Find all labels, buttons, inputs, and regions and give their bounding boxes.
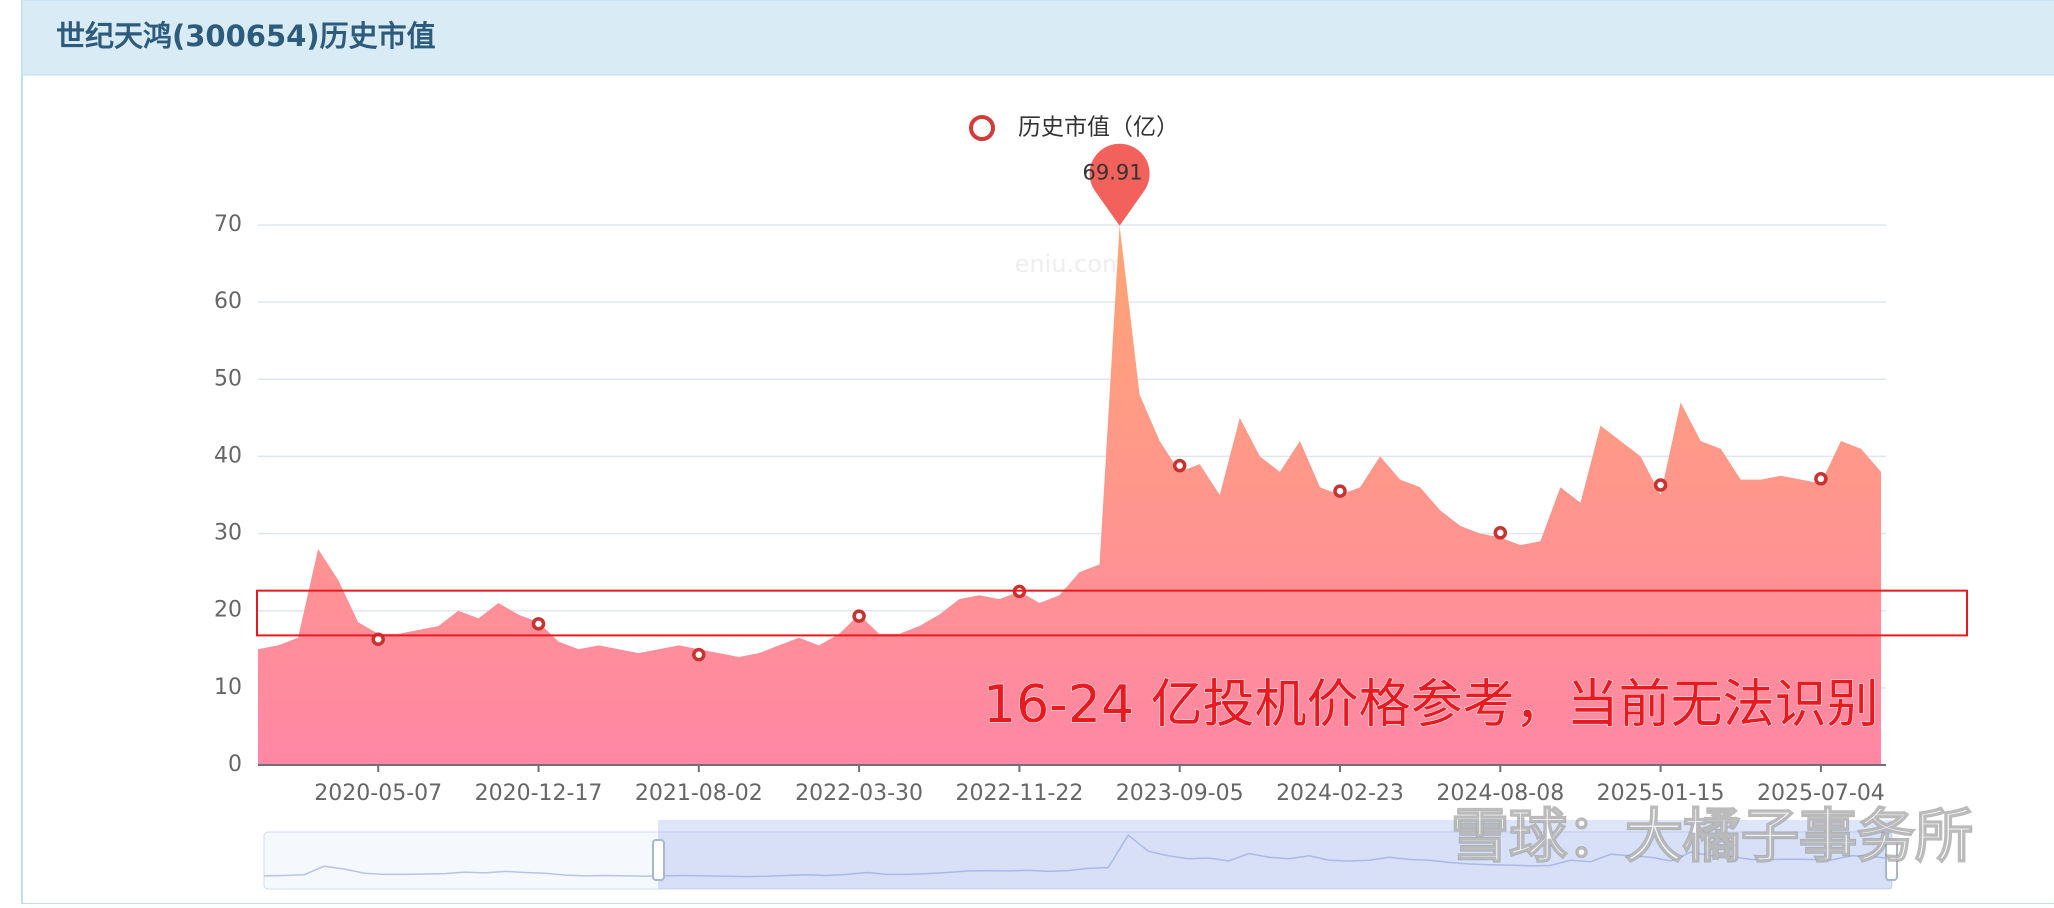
marker [1493,526,1508,540]
marker [852,609,866,623]
y-tick-label: 20 [214,598,242,623]
legend-icon [969,115,995,141]
zoom-window [658,820,1892,889]
y-tick-label: 40 [214,443,242,468]
x-tick-label: 2024-08-08 [1436,781,1564,806]
y-tick-label: 60 [214,289,242,314]
y-tick-label: 50 [214,366,242,391]
marker [531,617,546,631]
zoom-handle[interactable] [1885,839,1898,881]
zoom-line [263,833,1893,878]
max-pin [1089,143,1150,226]
marker [1814,472,1828,486]
y-tick-label: 10 [214,675,242,700]
x-tick-label: 2024-02-23 [1276,781,1404,806]
chart-title: 世纪天鸿(300654)历史市值 [56,19,436,53]
x-tick-label: 2020-12-17 [475,781,603,806]
x-tick-label: 2022-03-30 [795,781,923,806]
x-tick-label: 2023-09-05 [1116,781,1244,806]
credit-watermark: 雪球：大橘子事务所 [1451,802,1973,870]
title-bar [21,0,2054,76]
area [258,225,1881,766]
x-tick-label: 2021-08-02 [635,781,763,806]
y-tick-label: 0 [228,752,242,777]
y-tick-label: 30 [214,521,242,546]
marker [371,632,385,647]
marker [692,647,706,662]
watermark: eniu.com [1015,250,1126,278]
marker [1333,484,1347,498]
marker [1172,458,1187,473]
x-tick-label: 2022-11-22 [955,781,1083,806]
max-label: 69.91 [1083,161,1143,185]
marker [1653,478,1668,492]
highlight-box [256,589,1968,637]
x-tick-label: 2020-05-07 [314,781,442,806]
annotation: 16-24 亿投机价格参考，当前无法识别 [983,675,1879,735]
y-tick-label: 70 [214,212,242,237]
x-tick-label: 2025-07-04 [1757,781,1885,806]
x-tick-label: 2025-01-15 [1597,781,1725,806]
zoom-handle[interactable] [652,839,665,881]
legend-label: 历史市值（亿） [1018,115,1179,141]
